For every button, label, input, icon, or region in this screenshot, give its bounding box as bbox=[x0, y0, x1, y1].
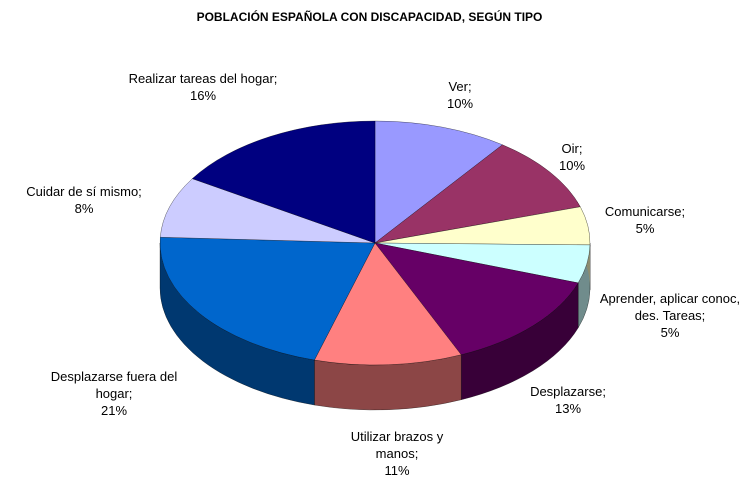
label-name: Ver; bbox=[448, 79, 472, 94]
label-name: Utilizar brazos y manos; bbox=[350, 429, 444, 461]
data-label: Comunicarse; 5% bbox=[590, 203, 700, 237]
slice bbox=[192, 120, 376, 244]
data-label: Utilizar brazos y manos; 11% bbox=[337, 428, 457, 479]
slice bbox=[374, 120, 503, 244]
label-name: Cuidar de sí mismo; bbox=[26, 184, 142, 199]
label-value: 10% bbox=[446, 96, 474, 111]
slice bbox=[314, 242, 462, 366]
slice bbox=[159, 237, 376, 361]
data-label: Aprender, aplicar conoc, des. Tareas; 5% bbox=[598, 290, 739, 341]
label-value: 13% bbox=[554, 401, 582, 416]
chart-title: POBLACIÓN ESPAÑOLA CON DISCAPACIDAD, SEG… bbox=[196, 10, 543, 24]
label-name: Oir; bbox=[561, 141, 583, 156]
data-label: Ver; 10% bbox=[430, 78, 490, 112]
label-value: 10% bbox=[558, 158, 586, 173]
label-value: 21% bbox=[100, 403, 128, 418]
data-label: Desplazarse fuera del hogar; 21% bbox=[39, 368, 189, 419]
slice bbox=[374, 242, 579, 355]
label-value: 5% bbox=[660, 325, 680, 340]
label-name: Desplazarse; bbox=[530, 384, 606, 399]
label-value: 11% bbox=[384, 463, 410, 478]
data-label: Cuidar de sí mismo; 8% bbox=[0, 183, 169, 217]
slice bbox=[160, 178, 376, 244]
label-value: 5% bbox=[635, 221, 655, 236]
data-label: Realizar tareas del hogar; 16% bbox=[128, 70, 278, 104]
data-label: Desplazarse; 13% bbox=[513, 383, 623, 417]
label-name: Aprender, aplicar conoc, des. Tareas; bbox=[599, 291, 739, 323]
slice bbox=[374, 144, 581, 244]
label-name: Comunicarse; bbox=[604, 204, 686, 219]
label-name: Desplazarse fuera del hogar; bbox=[50, 369, 178, 401]
label-name: Realizar tareas del hogar; bbox=[128, 71, 278, 86]
data-label: Oir; 10% bbox=[542, 140, 602, 174]
label-value: 16% bbox=[189, 88, 217, 103]
label-value: 8% bbox=[74, 201, 94, 216]
